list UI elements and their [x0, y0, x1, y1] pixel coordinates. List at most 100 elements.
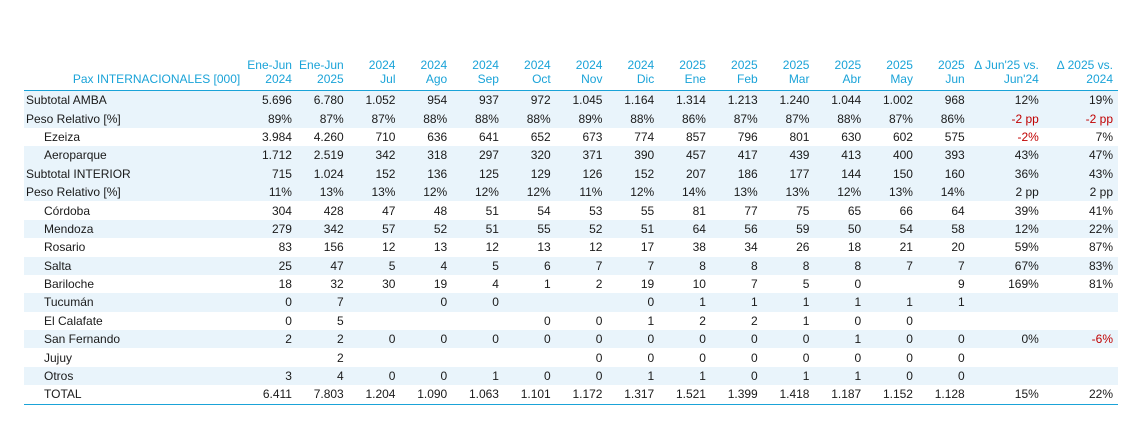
table-cell: 12: [485, 240, 499, 255]
column-header-top: 2025: [679, 58, 706, 72]
column-header-top: 2025: [938, 58, 965, 72]
table-cell: 54: [866, 219, 918, 239]
row-label: Córdoba: [44, 203, 91, 218]
table-cell: 4: [296, 366, 349, 386]
column-header-bottom: Sep: [452, 72, 504, 91]
table-cell: 2: [751, 313, 758, 328]
table-cell: -2%: [1017, 129, 1039, 144]
table-cell: [349, 348, 401, 366]
table-cell: 710: [375, 129, 396, 144]
table-cell: 38: [692, 240, 706, 255]
table-cell: 13%: [762, 182, 815, 202]
table-row: Bariloche 18 32 30 19 4 1 2 19 10 7 5 0 9 169% 81%: [24, 275, 1118, 293]
table-cell: 13%: [866, 182, 918, 202]
table-cell: 88%: [814, 109, 867, 128]
table-row: Peso Relativo [%] 11% 13% 13% 12% 12% 12% 11% 12…: [24, 182, 1118, 202]
table-cell: 7.803: [296, 385, 349, 405]
table-cell: 2: [699, 313, 706, 328]
table-cell: 0: [647, 350, 655, 365]
table-cell: 7: [607, 256, 660, 275]
table-cell: 89%: [245, 109, 297, 128]
table-cell: 10: [692, 277, 706, 292]
table-cell: 673: [582, 129, 603, 144]
table-cell: 796: [737, 129, 758, 144]
table-cell: 0: [917, 366, 970, 386]
table-cell: 177: [762, 164, 815, 183]
table-cell: 0: [854, 350, 862, 365]
table-cell: 715: [245, 164, 297, 183]
table-cell: 7%: [1095, 129, 1113, 144]
column-header-top: Ene-Jun: [247, 58, 292, 72]
table-cell: 207: [659, 164, 711, 183]
table-cell: [969, 366, 1044, 386]
table-cell: 0: [762, 330, 815, 349]
row-label: Otros: [24, 366, 246, 386]
table-cell: 87%: [296, 109, 349, 128]
table-cell: [918, 312, 970, 330]
table-cell: 1: [762, 366, 815, 386]
table-cell: 144: [814, 164, 867, 183]
table-cell: 17: [640, 240, 655, 255]
table-cell: 8: [659, 256, 711, 275]
table-cell: 0: [607, 330, 660, 349]
column-header-top: ∆ 2025 vs.: [1056, 58, 1113, 72]
table-cell: 428: [323, 203, 344, 218]
table-cell: 857: [685, 129, 706, 144]
table-cell: 342: [348, 146, 401, 165]
table-cell: -2 pp: [969, 109, 1044, 128]
table-cell: [1043, 366, 1118, 386]
column-header-top: 2025: [782, 58, 810, 72]
table-cell: 342: [296, 219, 349, 239]
table-cell: 39%: [1014, 203, 1039, 218]
table-cell: 13: [537, 240, 551, 255]
table-cell: 19: [433, 277, 448, 292]
table-cell: 64: [951, 203, 965, 218]
table-cell: 13%: [710, 182, 763, 202]
table-cell: 1.052: [348, 90, 401, 110]
table-cell: 41%: [1088, 203, 1113, 218]
table-cell: 7: [866, 256, 918, 275]
table-cell: 126: [555, 164, 608, 183]
row-label: Jujuy: [44, 350, 73, 365]
table-cell: 0: [607, 293, 660, 312]
table-cell: 48: [433, 203, 448, 218]
table-cell: [970, 312, 1044, 330]
table-cell: 152: [348, 164, 401, 183]
row-label: Salta: [24, 256, 246, 275]
table-row: Rosario 83 156 12 13 12 13 12 17 38 34 26 18 21 20 59% 8…: [24, 238, 1118, 256]
table-cell: 1.044: [814, 90, 867, 110]
table-cell: 972: [503, 90, 556, 110]
table-cell: 636: [427, 129, 448, 144]
table-cell: 1: [544, 277, 551, 292]
table-cell: 1.240: [762, 90, 815, 110]
table-cell: 0: [555, 366, 608, 386]
table-row: Mendoza 279 342 57 52 51 55 52 51 64 56 59 50 54 58 12%…: [24, 219, 1118, 239]
table-cell: 1: [814, 366, 867, 386]
column-header-bottom: Nov: [555, 72, 608, 91]
table-cell: 279: [245, 219, 297, 239]
table-cell: 575: [944, 129, 965, 144]
table-cell: 136: [400, 164, 453, 183]
table-cell: 5: [348, 256, 401, 275]
table-cell: 1: [659, 366, 711, 386]
column-header-bottom: Jun'24: [969, 72, 1044, 91]
table-cell: 774: [634, 129, 655, 144]
table-cell: 6: [503, 256, 556, 275]
table-cell: 1: [452, 366, 504, 386]
table-cell: 7: [917, 256, 970, 275]
table-cell: 1: [917, 293, 970, 312]
table-cell: 304: [271, 203, 292, 218]
column-header-top: 2024: [420, 58, 448, 72]
table-cell: 47%: [1043, 146, 1118, 165]
table-cell: 0: [906, 313, 913, 328]
row-label: San Fernando: [24, 330, 246, 349]
table-cell: 50: [814, 219, 867, 239]
table-cell: 1.418: [762, 385, 815, 405]
table-cell: 0: [503, 330, 556, 349]
table-cell: 0: [710, 366, 763, 386]
table-cell: 77: [744, 203, 758, 218]
table-cell: 22%: [1043, 219, 1118, 239]
column-header-bottom: Feb: [710, 72, 763, 91]
table-row: Subtotal INTERIOR 715 1.024 152 136 125 129 126…: [24, 164, 1118, 183]
table-cell: 18: [847, 240, 862, 255]
